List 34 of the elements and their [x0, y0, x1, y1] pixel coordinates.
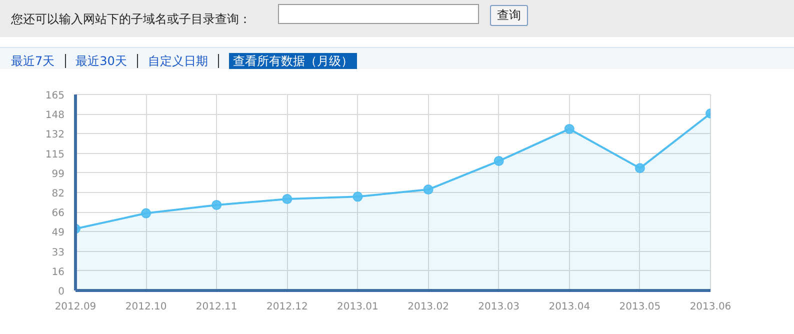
point — [564, 124, 574, 134]
y-tick-label: 99 — [52, 168, 65, 180]
y-tick-label: 82 — [52, 188, 65, 200]
x-tick-label: 2012.11 — [196, 302, 238, 312]
x-tick-label: 2013.01 — [337, 302, 378, 312]
text: 您还可以输入网站下的子域名或子目录查询： — [11, 11, 251, 28]
x-tick-label: 2012.10 — [125, 302, 167, 312]
text: 最近7天 — [11, 54, 66, 68]
x-tick-label: 2013.02 — [408, 302, 449, 312]
text: 查看所有数据（月级） — [228, 53, 357, 69]
x-tick-label: 2013.06 — [690, 302, 732, 312]
y-tick-label: 132 — [45, 130, 65, 141]
point — [352, 192, 363, 202]
point — [634, 163, 645, 174]
y-tick-label: 66 — [52, 208, 65, 220]
x-tick-label: 2013.04 — [548, 302, 590, 312]
y-tick-label: 148 — [45, 110, 65, 122]
point — [423, 184, 434, 195]
y-tick-label: 33 — [52, 247, 65, 258]
text: 查询 — [490, 5, 528, 26]
point — [212, 200, 222, 210]
point — [141, 208, 152, 218]
x-tick-label: 2012.12 — [266, 302, 308, 312]
y-tick-label: 115 — [45, 149, 65, 160]
x-tick-label: 2012.09 — [54, 302, 96, 312]
x-tick-label: 2013.05 — [619, 302, 661, 312]
y-tick-label: 16 — [52, 266, 65, 278]
text: 最近30天 — [76, 54, 138, 68]
y-tick-label: 0 — [58, 286, 65, 298]
point — [494, 156, 504, 166]
text: 自定义日期 — [148, 54, 219, 68]
y-tick-label: 49 — [52, 228, 65, 239]
y-tick-label: 165 — [45, 90, 65, 102]
x-tick-label: 2013.03 — [478, 302, 520, 312]
